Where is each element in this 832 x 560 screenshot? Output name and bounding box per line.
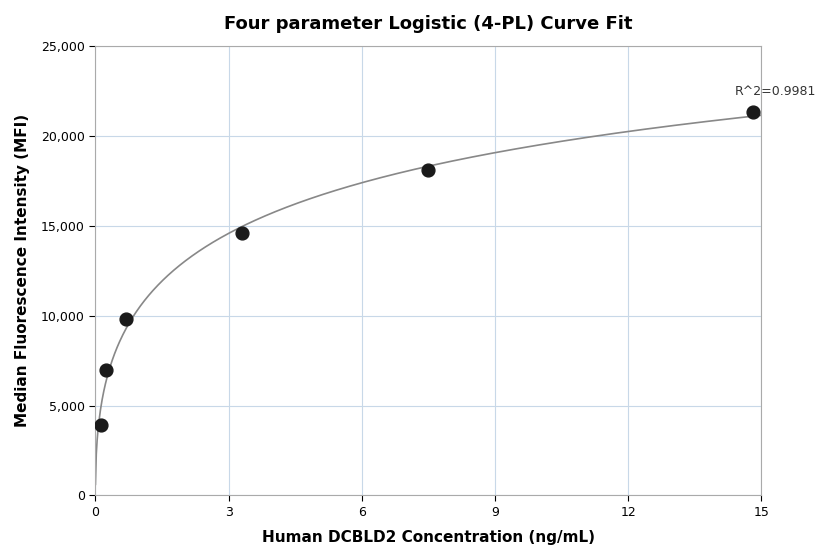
Point xyxy=(745,108,759,116)
X-axis label: Human DCBLD2 Concentration (ng/mL): Human DCBLD2 Concentration (ng/mL) xyxy=(262,530,595,545)
Point xyxy=(120,315,133,324)
Point xyxy=(422,165,435,174)
Title: Four parameter Logistic (4-PL) Curve Fit: Four parameter Logistic (4-PL) Curve Fit xyxy=(224,15,632,33)
Text: R^2=0.9981: R^2=0.9981 xyxy=(735,85,816,98)
Point xyxy=(99,366,112,375)
Point xyxy=(235,228,249,237)
Y-axis label: Median Fluorescence Intensity (MFI): Median Fluorescence Intensity (MFI) xyxy=(15,114,30,427)
Point xyxy=(94,421,107,430)
